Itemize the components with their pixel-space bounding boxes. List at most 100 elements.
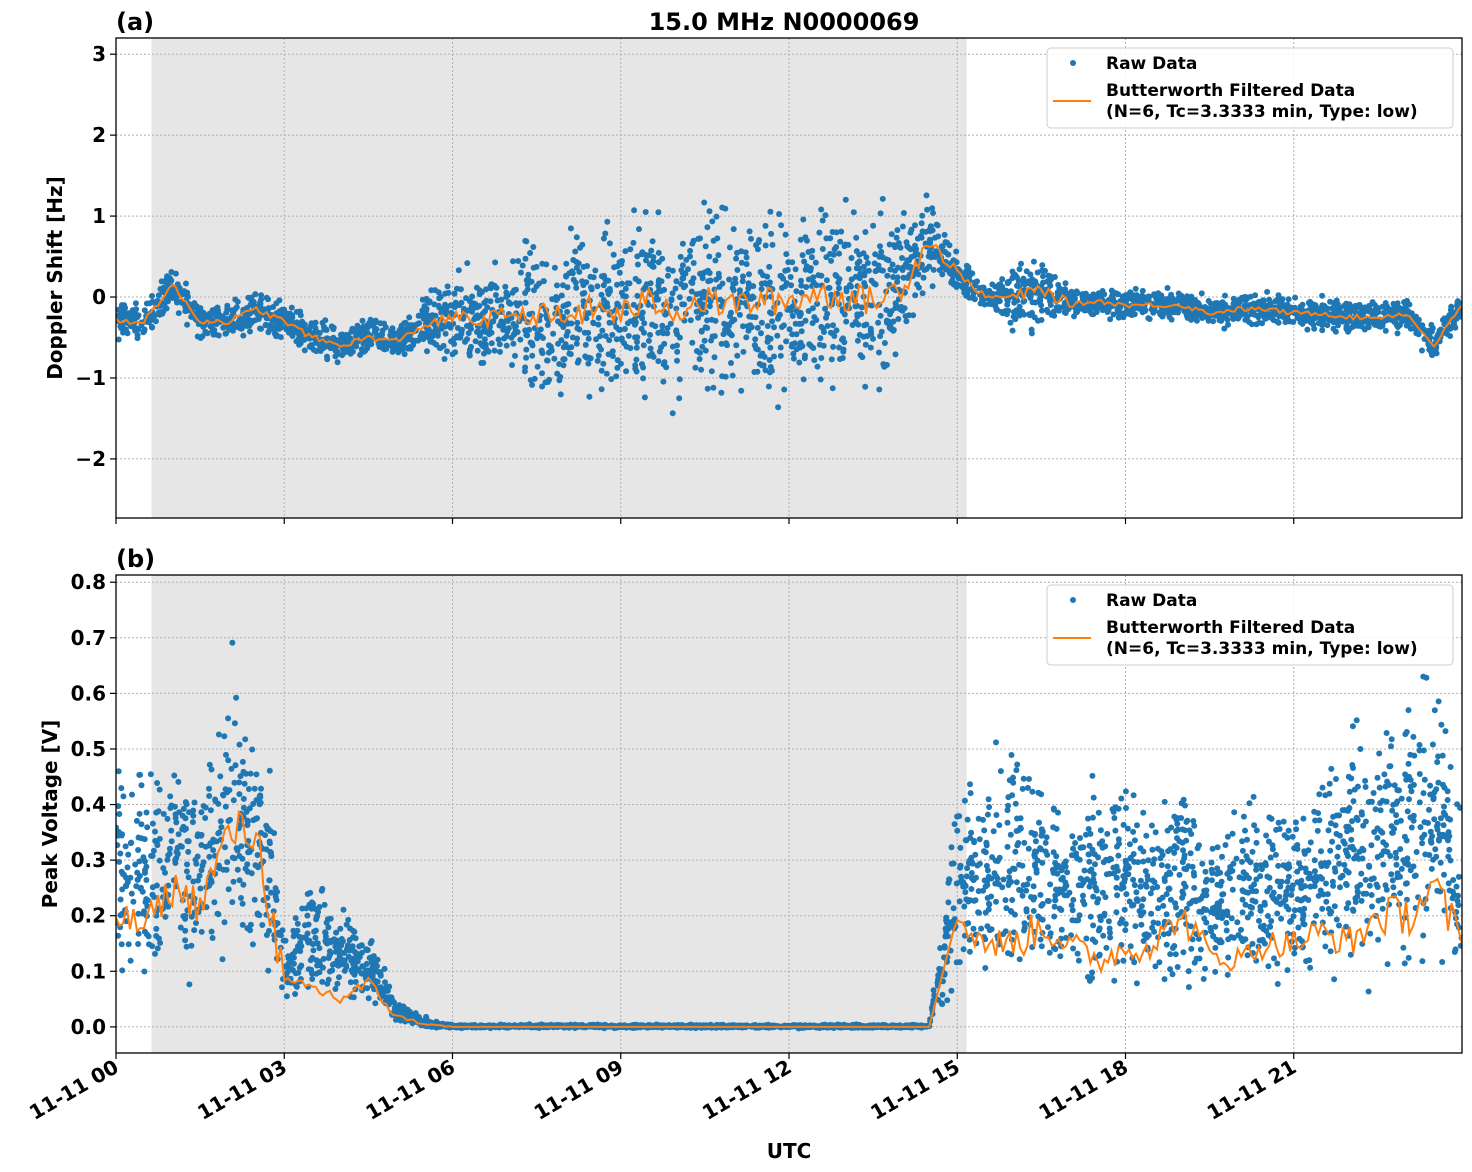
raw-point [441,356,448,362]
raw-point [776,311,783,318]
raw-point [1146,316,1153,322]
raw-point [1142,307,1149,314]
raw-point [924,206,931,213]
raw-point [648,247,655,254]
raw-point [652,323,659,330]
raw-point [1415,331,1422,338]
raw-point [141,968,148,975]
raw-point [713,213,720,220]
raw-point [442,330,449,337]
raw-point [383,345,390,352]
raw-point [1319,327,1326,334]
raw-point [266,877,273,884]
raw-point [595,321,602,328]
raw-point [142,869,148,876]
raw-point [1214,300,1221,306]
raw-point [254,815,260,822]
y-tick-label: 3 [92,42,106,66]
raw-point [870,222,877,229]
raw-point [529,352,536,359]
raw-point [836,285,842,292]
raw-point [610,251,617,258]
raw-point [149,852,156,859]
raw-point [713,276,720,283]
raw-point [193,920,199,926]
raw-point [833,229,840,236]
raw-point [174,299,180,306]
raw-point [174,844,181,851]
raw-point [200,803,207,809]
shaded-interval [151,38,967,518]
raw-point [655,329,662,336]
raw-point [574,319,581,326]
raw-point [154,780,161,786]
raw-point [481,350,487,357]
raw-point [867,344,874,351]
raw-point [902,313,909,320]
raw-point [327,915,334,922]
raw-point [534,363,541,370]
raw-point [1392,319,1399,325]
raw-point [493,284,500,291]
raw-point [155,935,162,942]
raw-point [338,961,345,968]
raw-point [336,974,342,981]
raw-point [564,328,571,335]
raw-point [1275,292,1282,299]
raw-point [789,313,796,319]
raw-point [782,231,789,238]
raw-point [900,210,907,216]
raw-point [263,846,270,853]
raw-point [636,226,642,233]
raw-point [930,266,937,273]
raw-point [403,1010,410,1016]
raw-point [679,240,686,247]
raw-point [442,323,449,330]
raw-point [1405,309,1412,316]
raw-point [561,356,568,363]
raw-point [474,347,481,354]
raw-point [585,360,592,367]
raw-point [341,967,348,974]
raw-point [345,916,352,923]
raw-point [322,937,329,944]
raw-point [1068,288,1075,295]
raw-point [218,824,225,831]
raw-point [734,352,741,359]
raw-point [496,322,503,329]
raw-point [1369,299,1376,306]
raw-point [358,949,365,956]
raw-point [886,325,893,331]
raw-point [870,335,876,342]
raw-point [168,827,175,834]
raw-point [312,319,319,326]
raw-point [730,287,737,294]
raw-point [623,368,630,375]
raw-point [164,815,171,822]
raw-point [849,322,856,328]
raw-point [841,311,848,318]
raw-point [1299,301,1306,308]
raw-point [299,934,306,941]
raw-point [347,979,354,986]
raw-point [273,897,280,903]
raw-point [638,325,645,332]
raw-point [711,333,718,340]
raw-point [163,276,170,282]
raw-point [265,305,272,312]
raw-point [522,255,529,262]
raw-point [594,283,601,290]
legend-box [1046,47,1454,129]
raw-point [584,263,591,269]
raw-point [672,285,679,292]
raw-point [360,963,366,970]
raw-point [301,336,308,343]
raw-point [318,341,325,348]
raw-point [1107,316,1114,323]
raw-point [424,312,431,319]
raw-point [1151,308,1158,315]
raw-point [839,336,845,343]
raw-point [1319,322,1326,329]
raw-point [212,796,219,803]
raw-point [301,347,308,354]
